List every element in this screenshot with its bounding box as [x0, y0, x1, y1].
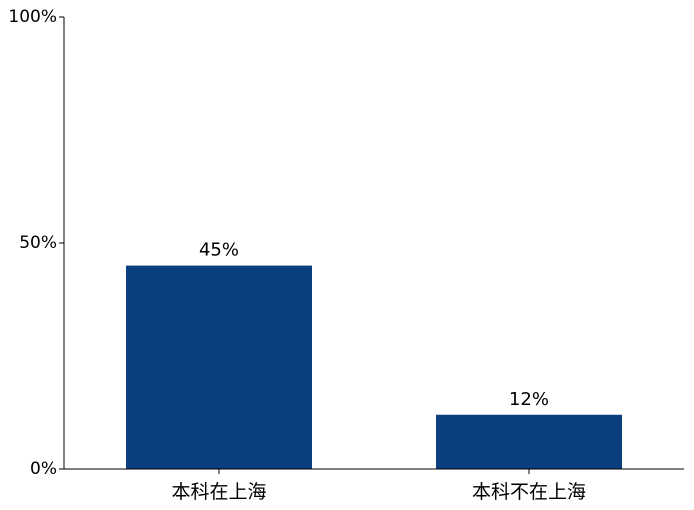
x-tick-labels: 本科在上海 本科不在上海 — [171, 469, 586, 503]
x-tick-label: 本科在上海 — [171, 481, 266, 503]
bar — [126, 265, 312, 469]
bar — [436, 414, 622, 469]
plot-area: 45% 12% — [126, 240, 622, 469]
y-ticks: 0% 50% 100% — [8, 7, 64, 479]
y-tick-label: 100% — [8, 7, 57, 27]
bar-data-label: 45% — [199, 240, 239, 261]
y-tick-label: 0% — [30, 459, 57, 479]
bar-data-label: 12% — [509, 389, 549, 410]
x-tick-label: 本科不在上海 — [472, 481, 586, 503]
y-tick-label: 50% — [19, 233, 57, 253]
